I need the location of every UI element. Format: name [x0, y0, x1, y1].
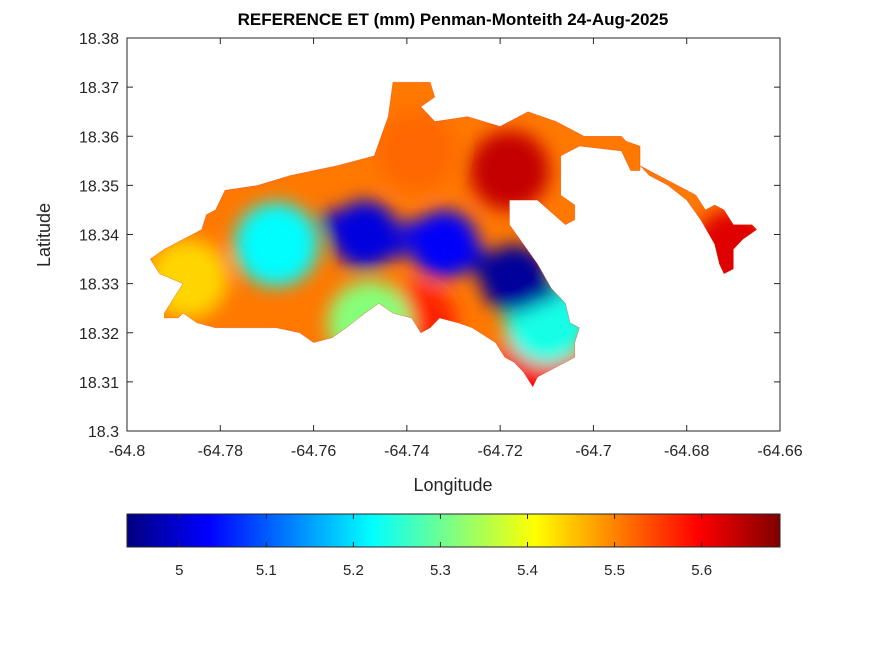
- x-tick-label: -64.72: [477, 443, 522, 460]
- y-tick-label: 18.38: [79, 31, 119, 48]
- x-tick-label: -64.76: [291, 443, 336, 460]
- y-tick-label: 18.33: [79, 277, 119, 294]
- y-tick-label: 18.32: [79, 326, 119, 343]
- y-tick-label: 18.3: [88, 424, 119, 441]
- et-region: [234, 202, 319, 287]
- et-region-core: [469, 255, 560, 303]
- colorbar-tick-label: 5.2: [343, 562, 364, 579]
- et-region-core: [399, 220, 490, 268]
- colorbar-tick-label: 5.4: [517, 562, 538, 579]
- x-tick-label: -64.68: [664, 443, 709, 460]
- colorbar-tick-label: 5.5: [604, 562, 625, 579]
- x-axis: -64.8 -64.78 -64.76 -64.74 -64.72 -64.7 -64.68…: [109, 38, 803, 460]
- colorbar-tick-label: 5.6: [691, 562, 712, 579]
- colorbar: [126, 513, 781, 548]
- y-tick-label: 18.35: [79, 178, 119, 195]
- colorbar-tick-label: 5.1: [256, 562, 277, 579]
- x-tick-label: -64.7: [575, 443, 612, 460]
- x-tick-label: -64.78: [198, 443, 243, 460]
- colorbar-tick-label: 5.3: [430, 562, 451, 579]
- chart-title: REFERENCE ET (mm) Penman-Monteith 24-Aug…: [238, 10, 669, 29]
- x-tick-label: -64.66: [757, 443, 802, 460]
- colorbar-ticks: 5 5.1 5.2 5.3 5.4 5.5 5.6: [175, 514, 712, 579]
- y-tick-label: 18.37: [79, 80, 119, 97]
- coastline: [149, 81, 758, 388]
- y-tick-label: 18.31: [79, 375, 119, 392]
- x-tick-label: -64.74: [384, 443, 429, 460]
- y-tick-label: 18.34: [79, 228, 119, 245]
- et-region: [376, 111, 457, 191]
- x-axis-label: Longitude: [413, 475, 492, 495]
- x-tick-label: -64.8: [109, 443, 146, 460]
- y-axis-label: Latitude: [34, 203, 54, 267]
- et-region-core: [319, 211, 410, 258]
- colorbar-tick-label: 5: [175, 562, 183, 579]
- y-tick-label: 18.36: [79, 129, 119, 146]
- et-region: [469, 130, 550, 211]
- y-axis: 18.3 18.31 18.32 18.33 18.34 18.35 18.36 18.37 1…: [79, 31, 780, 441]
